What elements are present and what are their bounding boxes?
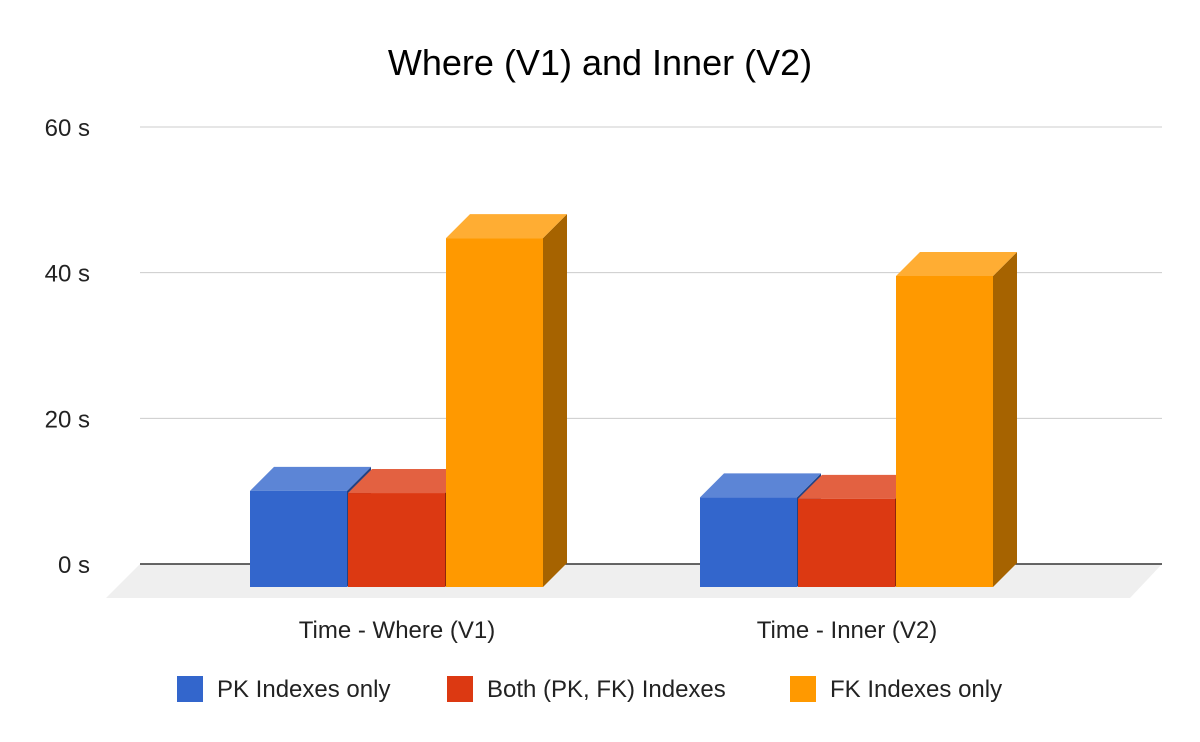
bar-side (543, 214, 567, 587)
bar (446, 214, 567, 587)
bar-top (700, 473, 821, 498)
legend-label: PK Indexes only (217, 676, 390, 703)
legend-swatch (177, 676, 203, 702)
bar-front (250, 490, 347, 587)
bar-side (993, 252, 1017, 588)
bar-top (348, 469, 469, 494)
x-tick-label: Time - Inner (V2) (757, 617, 937, 644)
bar-top (250, 466, 371, 491)
bar-front (798, 498, 895, 587)
bar-top (446, 214, 567, 239)
y-tick-label: 0 s (58, 552, 90, 579)
bar-front (700, 497, 797, 587)
bar-front (348, 493, 445, 587)
bar (896, 252, 1017, 588)
chart-title: Where (V1) and Inner (V2) (388, 42, 812, 83)
bar-top (896, 252, 1017, 277)
legend-swatch (790, 676, 816, 702)
legend-label: FK Indexes only (830, 676, 1002, 703)
bar-front (896, 276, 993, 587)
bar-front (446, 238, 543, 587)
y-tick-label: 60 s (45, 115, 90, 142)
y-tick-label: 20 s (45, 406, 90, 433)
bar-top (798, 474, 919, 499)
y-tick-label: 40 s (45, 261, 90, 288)
legend-label: Both (PK, FK) Indexes (487, 676, 726, 703)
x-tick-label: Time - Where (V1) (299, 617, 495, 644)
legend-swatch (447, 676, 473, 702)
